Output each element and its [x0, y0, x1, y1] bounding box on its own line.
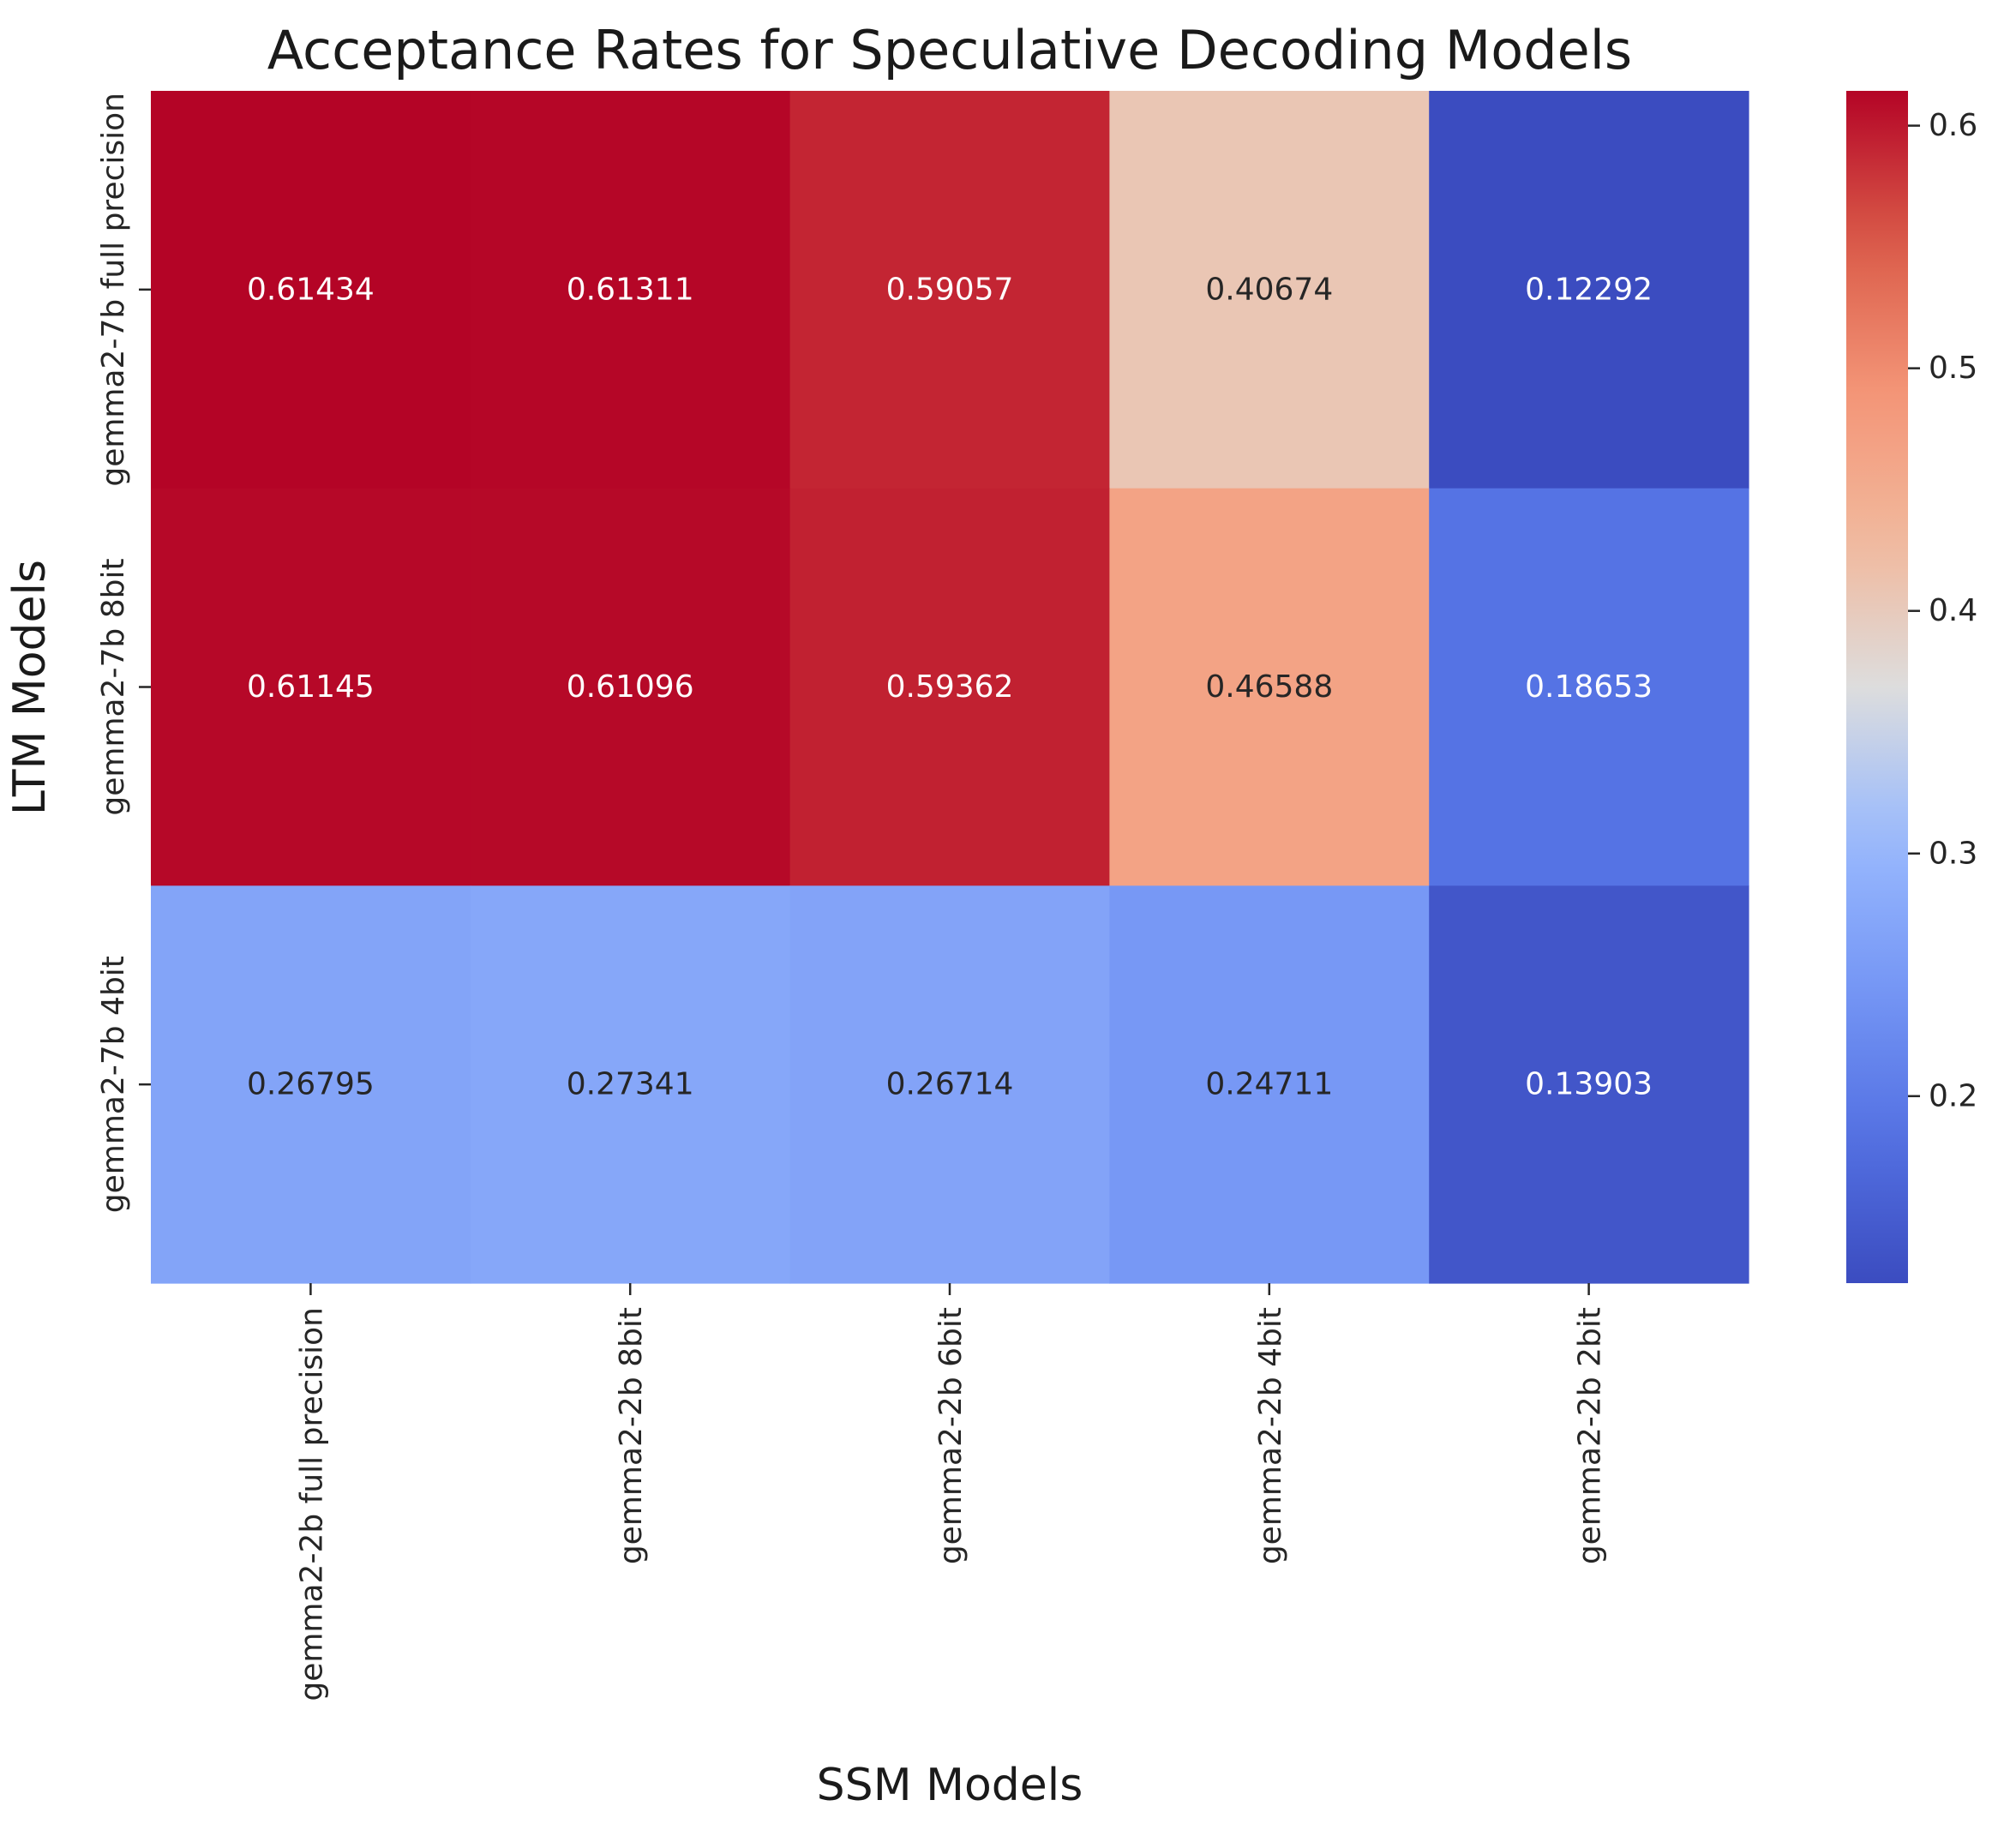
colorbar-gradient [1846, 91, 1908, 1283]
heatmap-cell [1109, 885, 1430, 1284]
x-tick-label: gemma2-2b 4bit [1253, 1307, 1288, 1564]
cell-value-label: 0.59057 [886, 272, 1014, 307]
cell-value-label: 0.12292 [1525, 272, 1653, 307]
heatmap-cell [151, 91, 471, 489]
cell-value-label: 0.46588 [1205, 669, 1333, 705]
heatmap-cell [470, 488, 791, 886]
heatmap-cell [1429, 91, 1749, 489]
colorbar-tick-label: 0.3 [1929, 836, 1977, 871]
heatmap-cell [1109, 488, 1430, 886]
heatmap-cell [1429, 488, 1749, 886]
cell-value-label: 0.40674 [1205, 272, 1333, 307]
cell-value-label: 0.24711 [1205, 1067, 1333, 1102]
cell-value-label: 0.27341 [567, 1067, 694, 1102]
cell-value-label: 0.26795 [247, 1067, 375, 1102]
heatmap-cell [1109, 91, 1430, 489]
x-tick-label: gemma2-2b full precision [294, 1307, 329, 1701]
chart-title: Acceptance Rates for Speculative Decodin… [267, 19, 1633, 81]
y-axis-label: LTM Models [4, 560, 56, 815]
x-tick-label: gemma2-2b 8bit [614, 1307, 649, 1564]
cell-value-label: 0.61145 [247, 669, 375, 705]
cell-value-label: 0.61096 [567, 669, 694, 705]
x-tick-label: gemma2-2b 6bit [933, 1307, 969, 1564]
cell-value-label: 0.61311 [567, 272, 694, 307]
heatmap-cell [151, 885, 471, 1284]
heatmap-cell-labels: 0.61434 0.61311 0.59057 0.40674 0.12292 0.611… [247, 272, 1653, 1101]
cell-value-label: 0.26714 [886, 1067, 1014, 1102]
y-tick-label: gemma2-7b 4bit [96, 956, 131, 1213]
cell-value-label: 0.13903 [1525, 1067, 1653, 1102]
y-tick-label: gemma2-7b full precision [96, 93, 131, 487]
heatmap-cells [151, 91, 1749, 1284]
y-tick-label: gemma2-7b 8bit [96, 558, 131, 815]
x-axis-label: SSM Models [817, 1760, 1083, 1811]
heatmap-cell [1429, 885, 1749, 1284]
heatmap-cell [470, 885, 791, 1284]
colorbar-tick-label: 0.2 [1929, 1078, 1977, 1113]
cell-value-label: 0.61434 [247, 272, 375, 307]
heatmap-cell [470, 91, 791, 489]
cell-value-label: 0.59362 [886, 669, 1014, 705]
x-axis-ticks: gemma2-2b full precision gemma2-2b 8bit ge… [294, 1283, 1608, 1701]
heatmap-cell [789, 885, 1110, 1284]
colorbar: 0.2 0.3 0.4 0.5 0.6 [1846, 91, 1977, 1283]
x-tick-label: gemma2-2b 2bit [1573, 1307, 1608, 1564]
cell-value-label: 0.18653 [1525, 669, 1653, 705]
heatmap-cell [789, 91, 1110, 489]
heatmap-cell [789, 488, 1110, 886]
colorbar-tick-label: 0.5 [1929, 351, 1977, 386]
y-axis-ticks: gemma2-7b full precision gemma2-7b 8bit ge… [96, 93, 151, 1213]
colorbar-tick-label: 0.4 [1929, 593, 1977, 628]
heatmap-cell [151, 488, 471, 886]
colorbar-tick-label: 0.6 [1929, 108, 1977, 143]
